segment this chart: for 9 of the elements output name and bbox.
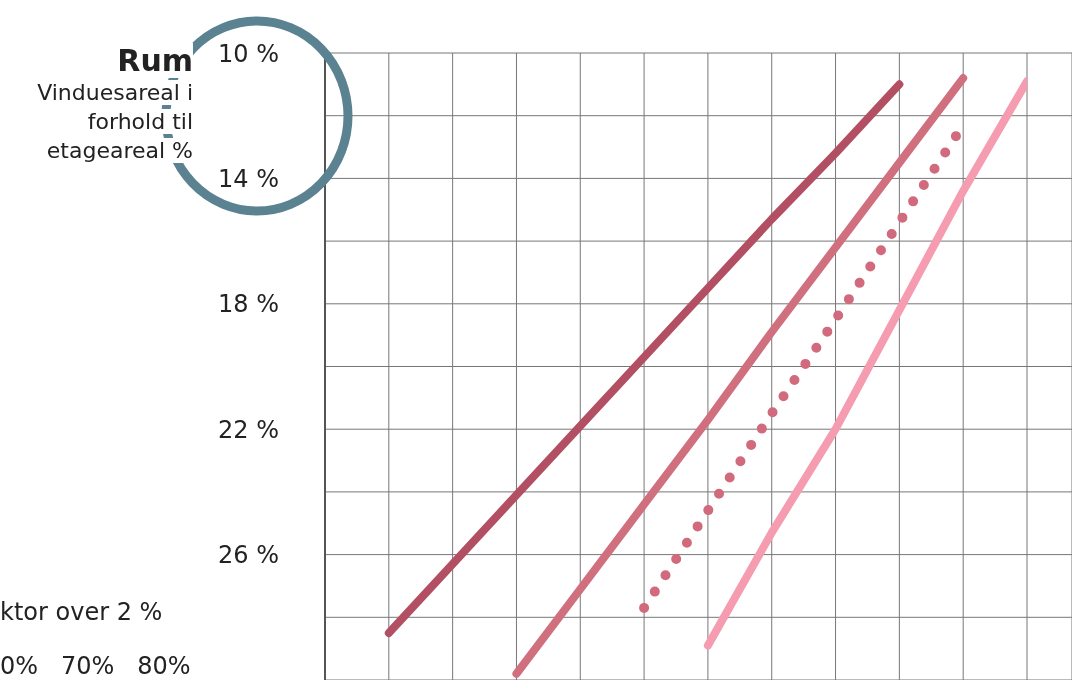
y-axis-title: Vinduesareal i forhold til etageareal % <box>37 80 193 163</box>
text: ktor over 2 % <box>0 598 163 626</box>
y-tick-label: 18 % <box>218 290 279 319</box>
y-tick-label: 14 % <box>218 164 279 193</box>
chart-title: Rum <box>117 43 193 78</box>
text: 0% 70% 80% <box>0 652 191 680</box>
y-tick-label: 22 % <box>218 415 279 444</box>
y-tick-label: 26 % <box>218 541 279 570</box>
y-tick-label: 10 % <box>218 39 279 68</box>
